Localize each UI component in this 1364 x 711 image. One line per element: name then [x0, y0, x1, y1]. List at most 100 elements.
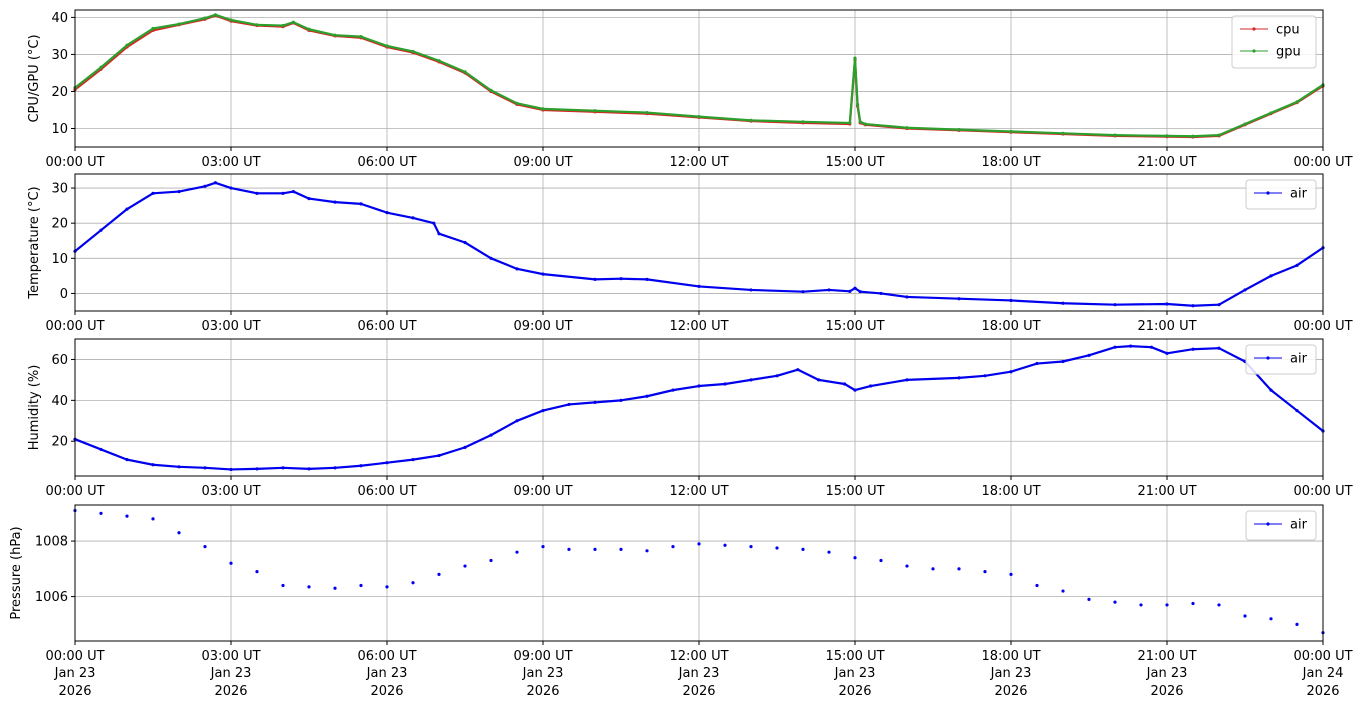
- data-point: [619, 547, 623, 552]
- legend-label-gpu: gpu: [1276, 45, 1301, 60]
- data-point: [99, 511, 103, 515]
- x-tick-label: 03:00 UT: [201, 484, 260, 499]
- data-point: [957, 567, 961, 571]
- data-point: [177, 531, 181, 535]
- y-axis-label: Temperature (°C): [27, 186, 42, 299]
- data-point: [905, 378, 909, 382]
- data-point: [291, 189, 295, 194]
- x-tick-label-date: Jan 23: [522, 666, 564, 681]
- data-point: [291, 20, 295, 24]
- data-point: [515, 267, 519, 271]
- x-tick-label: 15:00 UT: [825, 484, 884, 499]
- data-point: [203, 16, 207, 20]
- data-point: [359, 583, 363, 588]
- data-point: [177, 189, 181, 194]
- x-tick-label: 21:00 UT: [1137, 319, 1196, 334]
- data-point: [983, 570, 987, 574]
- y-tick-label: 30: [51, 182, 68, 197]
- data-point: [255, 467, 259, 471]
- data-point: [1061, 131, 1065, 135]
- data-point: [229, 467, 233, 472]
- data-point: [203, 466, 207, 470]
- y-tick-label: 0: [60, 287, 68, 302]
- y-tick-label: 20: [51, 217, 68, 232]
- x-tick-label: 03:00 UT: [201, 649, 260, 664]
- data-point: [957, 376, 961, 380]
- y-axis-label: CPU/GPU (°C): [27, 34, 42, 122]
- data-point: [255, 23, 259, 27]
- data-point: [723, 543, 727, 547]
- data-point: [697, 542, 701, 546]
- data-point: [1217, 346, 1221, 350]
- data-point: [125, 207, 129, 211]
- data-point: [281, 583, 285, 588]
- data-point: [1295, 263, 1299, 267]
- data-point: [177, 22, 181, 26]
- data-point: [213, 181, 217, 185]
- data-point: [827, 550, 831, 554]
- data-point: [619, 277, 623, 281]
- data-point: [853, 56, 857, 60]
- data-point: [931, 567, 935, 571]
- data-point: [1087, 597, 1091, 601]
- data-point: [1009, 370, 1013, 374]
- data-point: [1191, 304, 1195, 308]
- data-point: [567, 402, 571, 407]
- panel-2: 00:00 UT 03:00 UT 06:00 UT 09:00 UT 12:00 UT…: [27, 173, 1353, 334]
- panel-1: 00:00 UT 03:00 UT 06:00 UT 09:00 UT 12:00 UT…: [27, 9, 1353, 170]
- data-point: [1129, 344, 1133, 348]
- legend-box: [1231, 15, 1317, 69]
- x-tick-label-year: 2026: [58, 684, 91, 699]
- data-point: [593, 277, 597, 281]
- data-point: [1269, 111, 1273, 115]
- x-tick-label-year: 2026: [214, 684, 247, 699]
- legend-marker-cpu: [1252, 27, 1256, 31]
- data-point: [983, 374, 987, 378]
- data-point: [957, 297, 961, 301]
- data-point: [541, 408, 545, 413]
- legend-box: [1245, 179, 1317, 210]
- x-tick-label: 12:00 UT: [669, 649, 728, 664]
- data-point: [333, 586, 337, 590]
- data-point: [463, 445, 467, 449]
- x-tick-label: 18:00 UT: [981, 319, 1040, 334]
- x-tick-label-year: 2026: [1306, 684, 1339, 699]
- x-tick-label: 00:00 UT: [45, 319, 104, 334]
- data-point: [593, 547, 597, 552]
- data-point: [359, 464, 363, 468]
- y-tick-label: 30: [51, 48, 68, 63]
- data-point: [463, 240, 467, 245]
- legend: air: [1245, 344, 1317, 375]
- x-tick-label: 00:00 UT: [1293, 155, 1352, 170]
- data-point: [1295, 622, 1299, 626]
- x-tick-label-year: 2026: [682, 684, 715, 699]
- data-point: [515, 419, 519, 423]
- data-point: [817, 378, 821, 382]
- data-point: [1269, 617, 1273, 621]
- data-point: [879, 291, 883, 296]
- data-point: [1295, 100, 1299, 104]
- x-tick-label-date: Jan 23: [54, 666, 96, 681]
- data-point: [359, 35, 363, 39]
- x-tick-label-date: Jan 24: [1302, 666, 1344, 681]
- data-point: [863, 122, 868, 126]
- data-point: [281, 466, 285, 470]
- x-tick-label: 00:00 UT: [1293, 649, 1352, 664]
- data-point: [858, 120, 862, 124]
- data-point: [99, 228, 103, 232]
- data-point: [541, 107, 545, 111]
- x-tick-label: 21:00 UT: [1137, 155, 1196, 170]
- x-tick-label: 03:00 UT: [201, 155, 260, 170]
- data-point: [1139, 603, 1143, 607]
- x-tick-label: 12:00 UT: [669, 155, 728, 170]
- y-axis-label: Pressure (hPa): [9, 526, 24, 619]
- data-point: [411, 49, 415, 54]
- data-point: [1217, 603, 1221, 607]
- data-point: [749, 378, 753, 382]
- x-tick-label: 00:00 UT: [45, 155, 104, 170]
- data-point: [151, 463, 155, 467]
- x-tick-label: 21:00 UT: [1137, 649, 1196, 664]
- x-tick-label: 15:00 UT: [825, 319, 884, 334]
- data-point: [1269, 388, 1273, 392]
